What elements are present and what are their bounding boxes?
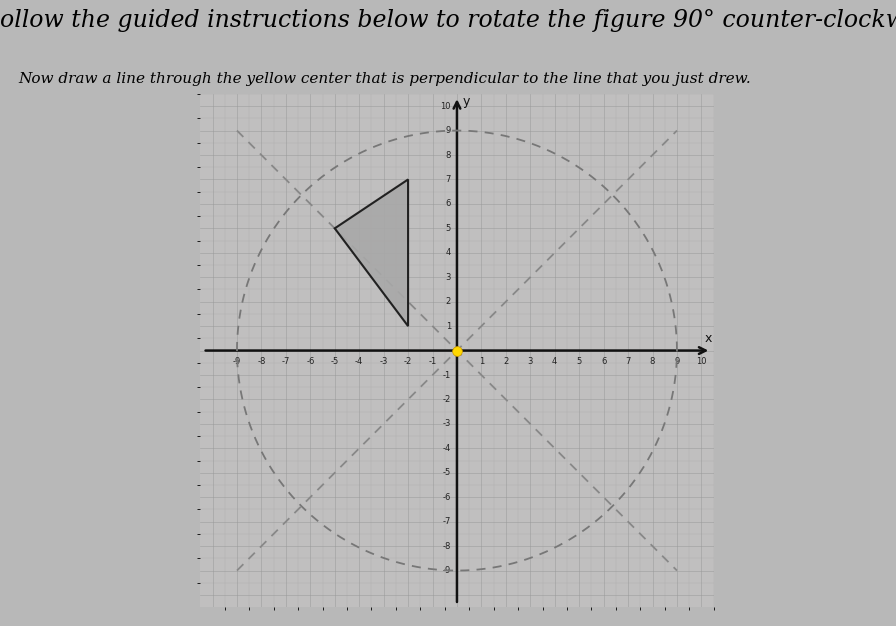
- Text: -9: -9: [443, 566, 451, 575]
- Text: 4: 4: [552, 357, 557, 366]
- Text: ollow the guided instructions below to rotate the figure 90° counter-clockwise a: ollow the guided instructions below to r…: [0, 9, 896, 33]
- Text: 3: 3: [445, 273, 451, 282]
- Text: 9: 9: [675, 357, 679, 366]
- Text: 1: 1: [445, 322, 451, 331]
- Text: -7: -7: [443, 517, 451, 526]
- Text: 4: 4: [445, 249, 451, 257]
- Text: -5: -5: [443, 468, 451, 477]
- Text: -7: -7: [281, 357, 290, 366]
- Text: -4: -4: [443, 444, 451, 453]
- Text: -1: -1: [428, 357, 436, 366]
- Text: -5: -5: [331, 357, 339, 366]
- Text: 10: 10: [440, 101, 451, 111]
- Text: 5: 5: [576, 357, 582, 366]
- Text: 9: 9: [445, 126, 451, 135]
- Text: 8: 8: [650, 357, 655, 366]
- Text: -3: -3: [443, 419, 451, 428]
- Text: -1: -1: [443, 371, 451, 379]
- Text: Now draw a line through the yellow center that is perpendicular to the line that: Now draw a line through the yellow cente…: [18, 72, 751, 86]
- Text: 6: 6: [445, 200, 451, 208]
- Text: 2: 2: [445, 297, 451, 306]
- Text: -2: -2: [443, 395, 451, 404]
- Polygon shape: [335, 180, 408, 326]
- Text: -6: -6: [443, 493, 451, 501]
- Text: 5: 5: [445, 224, 451, 233]
- Text: 8: 8: [445, 150, 451, 160]
- Text: 6: 6: [601, 357, 607, 366]
- Text: -2: -2: [404, 357, 412, 366]
- Text: 7: 7: [445, 175, 451, 184]
- Text: -8: -8: [257, 357, 265, 366]
- Text: x: x: [705, 332, 712, 345]
- Text: 2: 2: [504, 357, 508, 366]
- Text: -9: -9: [233, 357, 241, 366]
- Text: -3: -3: [379, 357, 388, 366]
- Text: 7: 7: [625, 357, 631, 366]
- Text: 3: 3: [528, 357, 533, 366]
- Text: -8: -8: [443, 541, 451, 551]
- Text: 1: 1: [478, 357, 484, 366]
- Text: y: y: [463, 95, 470, 108]
- Text: -4: -4: [355, 357, 363, 366]
- Text: -6: -6: [306, 357, 314, 366]
- Text: 10: 10: [696, 357, 707, 366]
